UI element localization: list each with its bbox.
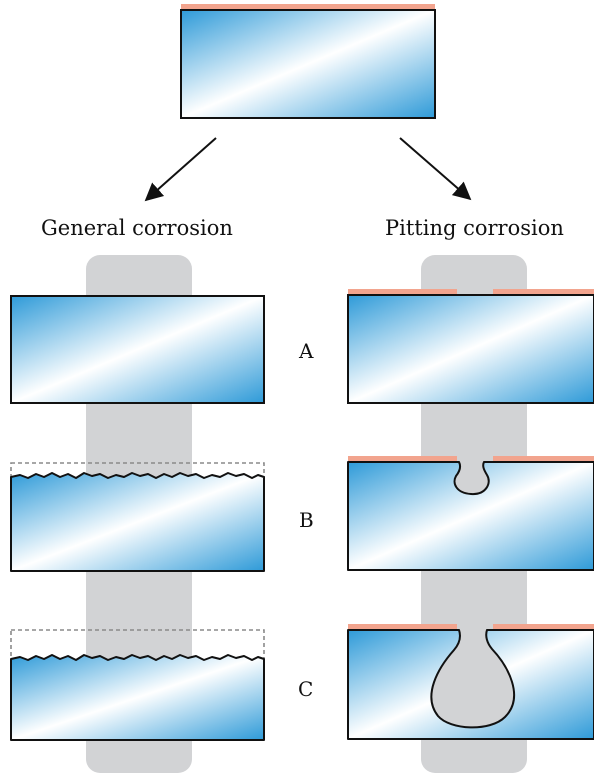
general-corrosion-label: General corrosion <box>41 216 233 240</box>
pitting-metal-c <box>347 629 594 740</box>
pitting-metal-a <box>347 294 594 404</box>
general-metal-b <box>10 472 265 572</box>
pitting-coating-c-right <box>493 624 594 629</box>
pitting-coating-c-left <box>348 624 457 629</box>
stage-label-c: C <box>298 677 314 701</box>
general-stage-c <box>10 629 265 741</box>
pitting-corrosion-label: Pitting corrosion <box>385 216 564 240</box>
pitting-coating-a-right <box>493 289 594 294</box>
original-metal-block <box>180 9 436 119</box>
general-stage-a <box>10 295 265 404</box>
original-specimen <box>180 4 436 119</box>
pitting-stage-b <box>347 456 594 571</box>
stage-label-b: B <box>299 508 314 532</box>
pitting-metal-b <box>347 461 594 571</box>
pitting-coating-b-left <box>348 456 457 461</box>
stage-label-a: A <box>299 339 314 363</box>
pitting-stage-a <box>347 289 594 404</box>
arrow-to-pitting <box>399 137 472 201</box>
pitting-coating-b-right <box>493 456 594 461</box>
original-coating <box>181 4 435 9</box>
general-metal-a <box>10 295 265 404</box>
arrow-to-general <box>144 137 217 202</box>
pitting-stage-c <box>347 624 594 740</box>
general-stage-b <box>10 462 265 572</box>
general-metal-c <box>10 654 265 741</box>
pitting-coating-a-left <box>348 289 457 294</box>
